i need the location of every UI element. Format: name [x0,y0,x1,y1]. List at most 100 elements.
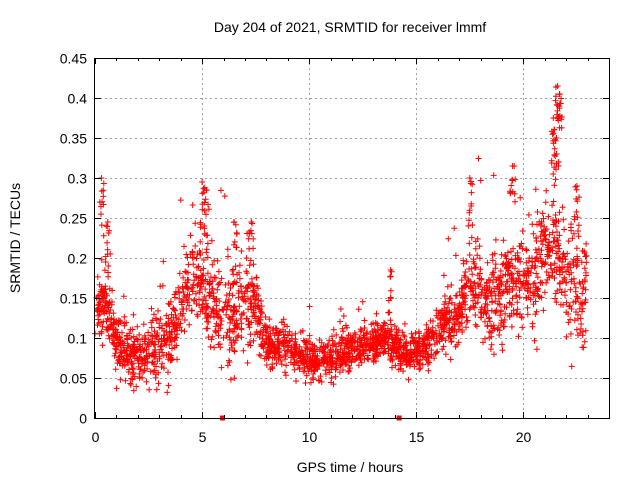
data-point [387,317,394,324]
data-point [582,327,589,334]
data-point [196,302,203,309]
data-point [166,341,173,348]
data-point [460,260,467,267]
data-point [489,299,495,306]
data-point [165,369,171,376]
data-point [94,273,101,280]
data-point [293,359,300,366]
plot-frame [94,58,610,419]
data-point [509,285,516,292]
data-point [200,272,207,279]
data-point [562,292,568,299]
data-point [267,330,274,337]
data-point [576,194,583,201]
data-point [251,300,258,307]
data-point [475,155,482,162]
data-point [272,350,279,357]
data-point [189,284,196,291]
data-point [211,309,217,316]
data-point [172,288,179,295]
data-point [262,314,269,320]
data-point [143,352,150,359]
data-point [165,320,172,327]
data-point [238,312,245,319]
data-point [214,257,221,264]
data-point [371,326,378,333]
data-point [462,295,469,302]
data-point [425,358,432,364]
data-point [511,190,518,197]
data-point [167,298,174,305]
y-tick-label: 0.45 [60,51,87,67]
data-point [292,330,299,337]
data-point [261,355,268,362]
data-point [171,306,178,313]
data-point [235,287,242,294]
data-point [503,255,510,262]
data-point [466,240,473,247]
data-point [330,326,337,333]
data-point [551,266,558,273]
data-point [476,275,483,282]
data-point [438,315,445,322]
data-point [501,323,508,330]
data-point [316,348,323,354]
data-point [501,316,508,323]
data-point [201,293,208,300]
data-point [563,279,570,286]
data-point [574,214,581,221]
data-point [329,337,336,344]
data-point [561,274,568,281]
data-point [257,314,264,321]
data-point [347,339,354,346]
data-point [553,299,560,306]
data-point [238,288,245,295]
data-point [555,248,561,255]
data-point [422,354,428,361]
data-point [192,243,199,249]
data-point [368,321,375,328]
data-point [193,300,200,307]
data-point [451,225,458,232]
data-point [533,346,540,353]
data-point [295,362,302,369]
data-point [439,346,446,353]
y-axis-label: SRMTID / TECUs [7,183,23,293]
data-point [172,291,179,298]
data-point [467,282,474,289]
data-point [417,356,424,363]
data-point [184,276,191,283]
data-point [164,336,171,343]
data-point [480,339,486,346]
data-point [247,342,254,349]
data-point [446,295,453,302]
data-point [382,320,389,327]
data-point [556,280,563,287]
data-point [140,321,147,328]
data-point [489,327,496,334]
data-point [128,375,135,382]
data-point [185,269,191,276]
data-point [519,228,526,234]
data-point [112,366,119,373]
data-point [179,285,186,292]
data-point [550,171,557,177]
data-point [205,312,212,319]
x-tick-labels: 0 5 10 15 20 [92,429,532,445]
data-point [567,224,574,231]
data-point [252,303,259,310]
data-point [102,259,109,265]
data-point [491,351,497,358]
data-point [532,246,539,253]
data-point [571,317,578,324]
data-point [527,296,534,303]
data-point [233,307,240,314]
data-point [419,361,426,368]
data-point [401,333,408,340]
data-point [556,245,563,252]
data-point [540,307,547,314]
data-point [117,376,124,383]
data-point [565,319,572,326]
data-point [545,213,552,220]
data-point [574,257,581,264]
